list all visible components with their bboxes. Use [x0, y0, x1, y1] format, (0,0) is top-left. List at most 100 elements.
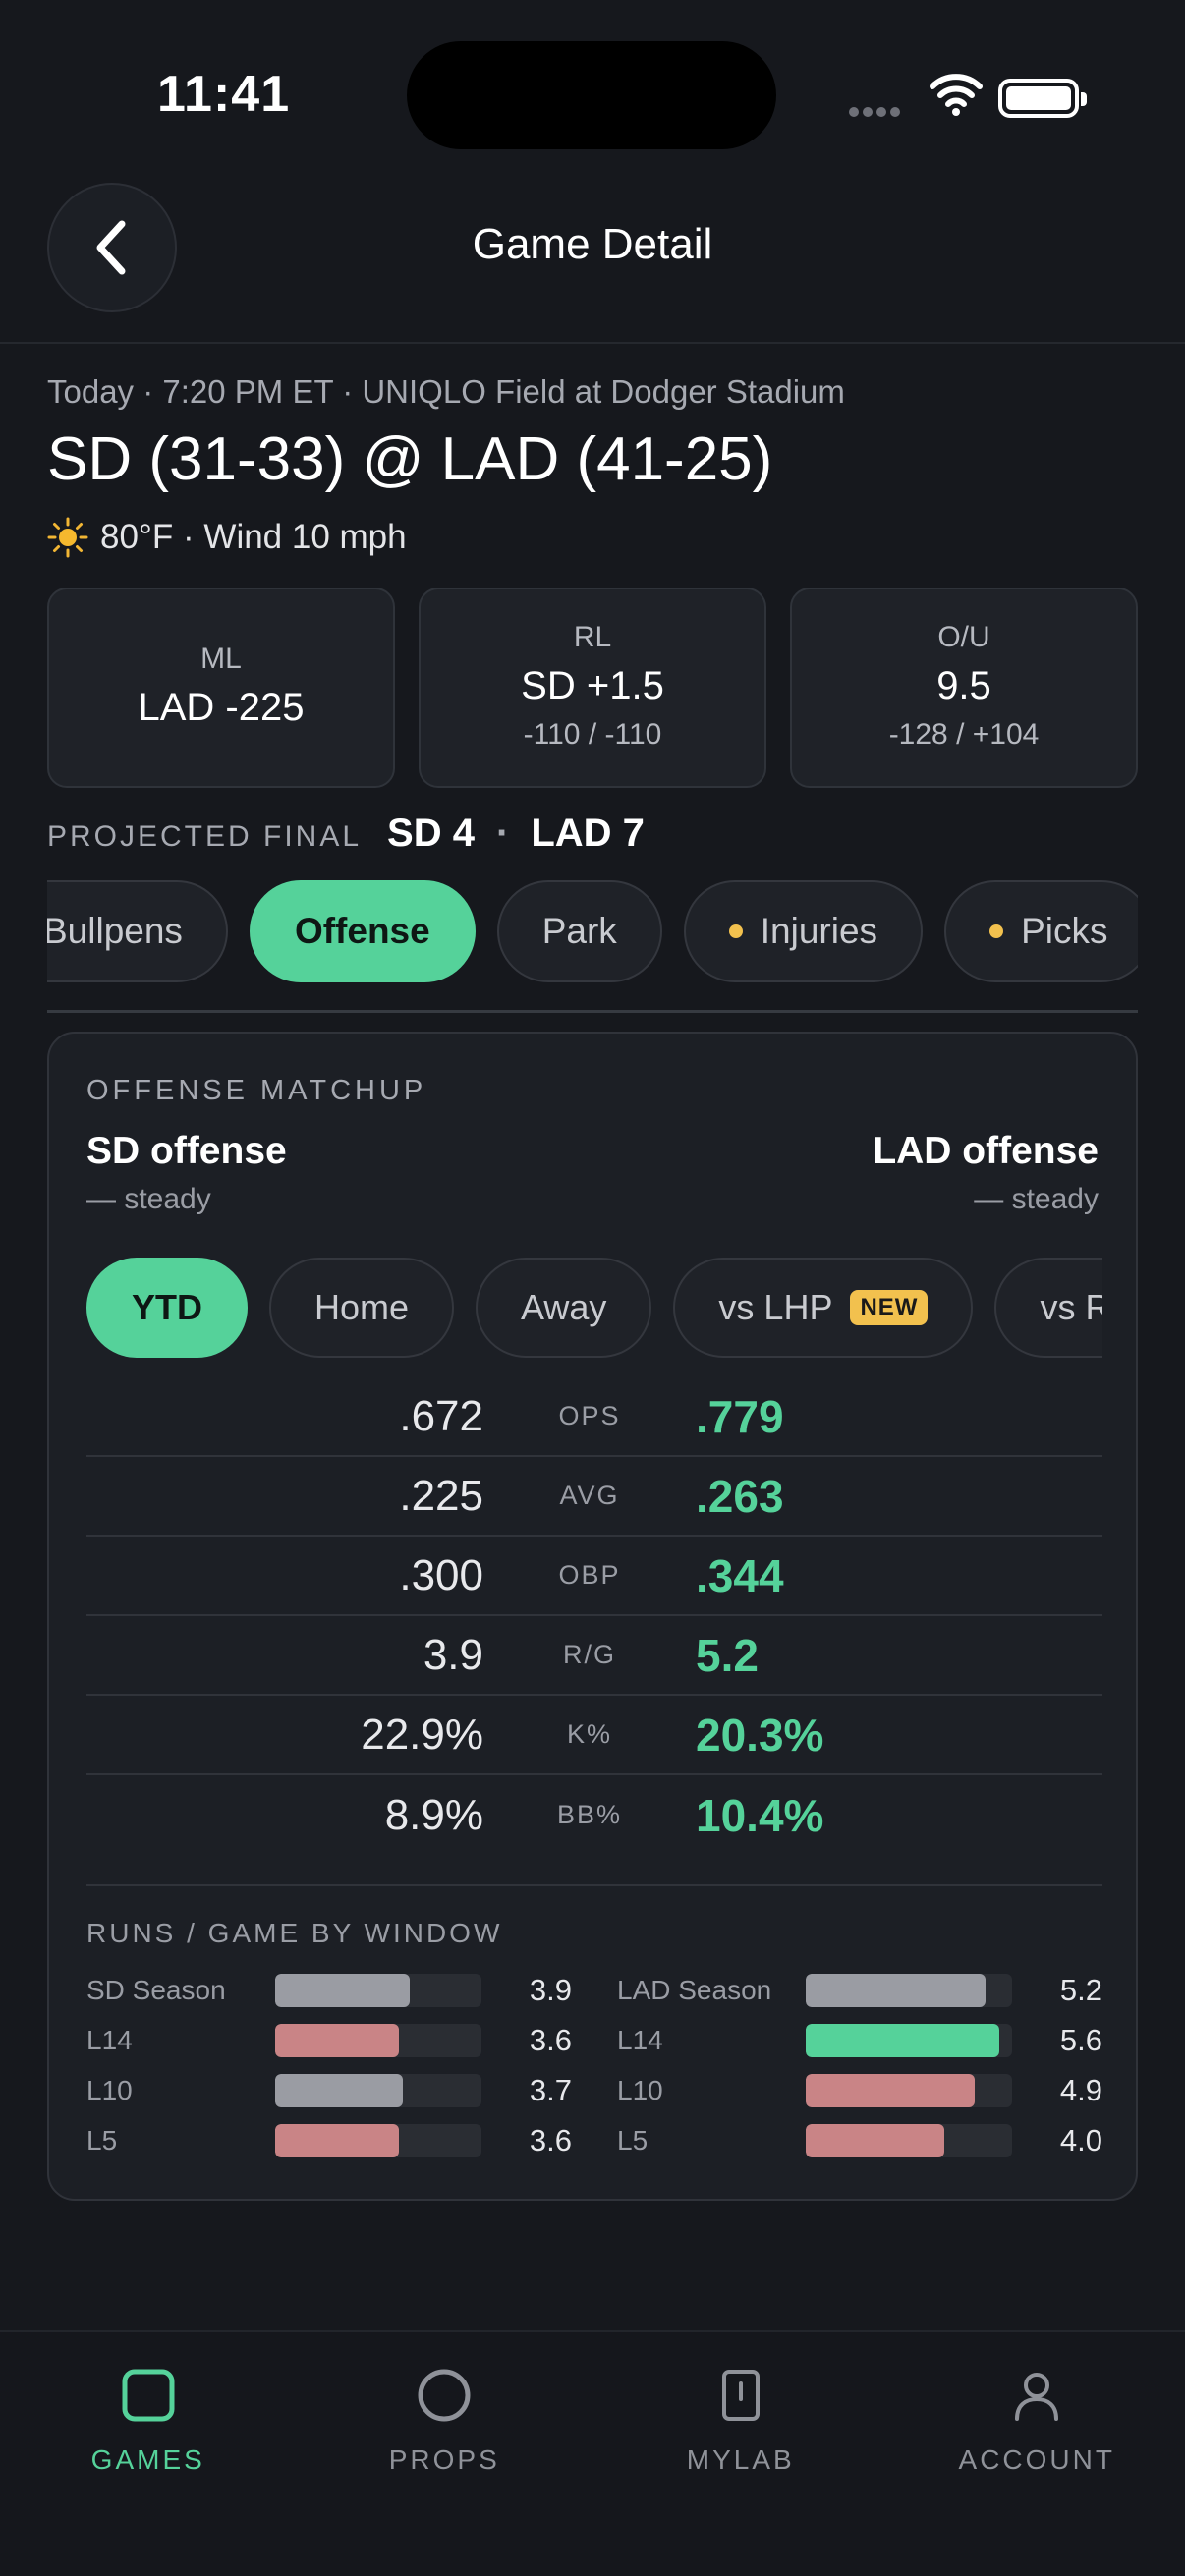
tab-bullpens[interactable]: Bullpens	[47, 880, 228, 982]
games-icon	[119, 2366, 178, 2425]
sun-icon	[47, 517, 88, 558]
nav-account[interactable]: ACCOUNT	[889, 2332, 1185, 2576]
right-team-trend: — steady	[974, 1183, 1099, 1215]
split-vs-lhp[interactable]: vs LHP NEW	[673, 1258, 974, 1358]
stat-right: 10.4%	[696, 1789, 824, 1841]
stat-left: 8.9%	[384, 1790, 483, 1839]
split-label: Away	[521, 1287, 607, 1327]
stat-right: .779	[696, 1390, 784, 1442]
stat-right: 20.3%	[696, 1708, 824, 1761]
bar-name: L10	[86, 2074, 133, 2105]
back-button[interactable]	[47, 183, 177, 312]
signal-icon	[849, 104, 904, 122]
bar-name: L10	[617, 2074, 663, 2105]
odds-sub: -110 / -110	[523, 718, 662, 751]
bar-value: 3.7	[529, 2072, 572, 2107]
nav-label: GAMES	[90, 2444, 205, 2475]
bar-value: 4.9	[1059, 2072, 1102, 2107]
split-label: Home	[314, 1287, 410, 1327]
stat-row: .672 OPS .779	[86, 1377, 1102, 1457]
nav-label: MYLAB	[686, 2444, 795, 2475]
tab-label: Offense	[294, 911, 430, 951]
stat-right: 5.2	[696, 1629, 759, 1681]
odds-sub: -128 / +104	[888, 718, 1040, 751]
bar-value: 4.0	[1059, 2122, 1102, 2157]
nav-mylab[interactable]: MYLAB	[592, 2332, 889, 2576]
bar-name: L5	[86, 2124, 118, 2156]
bar-track	[806, 2023, 1012, 2057]
split-ytd[interactable]: YTD	[86, 1258, 248, 1358]
stat-name: BB%	[556, 1800, 623, 1829]
odds-value: SD +1.5	[521, 664, 664, 707]
bar-row: L5 3.6	[86, 2115, 572, 2165]
stat-left: 3.9	[423, 1630, 483, 1679]
offense-matchup-panel: OFFENSE MATCHUP SD offense — steady LAD …	[47, 1032, 1138, 2201]
bar-row: L5 4.0	[617, 2115, 1102, 2165]
tab-injuries[interactable]: Injuries	[683, 880, 924, 982]
moneyline-card[interactable]: ML LAD -225	[47, 588, 395, 788]
bar-name: L14	[617, 2024, 663, 2055]
bar-value: 3.6	[529, 2122, 572, 2157]
bar-track	[275, 2073, 481, 2107]
bar-track	[275, 2023, 481, 2057]
stat-row: 8.9% BB% 10.4%	[86, 1775, 1102, 1855]
bar-value: 5.2	[1059, 1972, 1102, 2007]
bottom-nav: GAMES PROPS MYLAB ACCOUNT	[0, 2330, 1185, 2576]
bar-row: L10 3.7	[86, 2065, 572, 2115]
bar-row: LAD Season 5.2	[617, 1965, 1102, 2015]
stat-name: R/G	[562, 1640, 616, 1669]
runline-card[interactable]: RL SD +1.5 -110 / -110	[419, 588, 766, 788]
stat-name: AVG	[559, 1481, 620, 1510]
tab-offense[interactable]: Offense	[249, 880, 476, 982]
projected-final: PROJECTED FINAL SD 4 · LAD 7	[47, 812, 645, 856]
tab-label: Bullpens	[47, 911, 183, 951]
stat-right: .263	[696, 1470, 784, 1522]
account-icon	[1007, 2366, 1066, 2425]
chevron-left-icon	[96, 220, 126, 275]
bar-fill	[806, 1973, 986, 2007]
stat-name: OPS	[558, 1401, 621, 1430]
tab-label: Injuries	[760, 911, 878, 951]
odds-label: O/U	[937, 621, 990, 653]
split-home[interactable]: Home	[269, 1258, 455, 1358]
status-time: 11:41	[157, 66, 291, 123]
left-team: SD offense — steady	[86, 1130, 287, 1216]
game-matchup: SD (31-33) @ LAD (41-25)	[47, 425, 773, 493]
nav-label: ACCOUNT	[958, 2444, 1115, 2475]
split-label: vs RHP	[1040, 1287, 1102, 1327]
nav-games[interactable]: GAMES	[0, 2332, 297, 2576]
tab-park[interactable]: Park	[496, 880, 662, 982]
new-badge: NEW	[850, 1290, 929, 1325]
weather-row: 80°F · Wind 10 mph	[47, 517, 407, 558]
bar-track	[275, 2123, 481, 2157]
bar-name: L14	[86, 2024, 133, 2055]
alert-dot-icon	[728, 924, 743, 938]
nav-props[interactable]: PROPS	[297, 2332, 593, 2576]
split-label: vs LHP	[718, 1287, 833, 1327]
stat-row: .225 AVG .263	[86, 1457, 1102, 1537]
bar-row: L14 5.6	[617, 2015, 1102, 2065]
bar-fill	[806, 2073, 976, 2107]
stat-row: .300 OBP .344	[86, 1537, 1102, 1616]
stat-left: 22.9%	[361, 1709, 483, 1759]
tab-picks[interactable]: Picks	[944, 880, 1138, 982]
projected-home: LAD 7	[531, 812, 645, 855]
dynamic-island	[407, 41, 776, 149]
bar-track	[806, 1973, 1012, 2007]
odds-label: ML	[200, 643, 242, 675]
bars-label: RUNS / GAME BY WINDOW	[86, 1918, 503, 1948]
right-team-name: LAD offense	[873, 1130, 1099, 1172]
over-under-card[interactable]: O/U 9.5 -128 / +104	[790, 588, 1138, 788]
bar-value: 3.9	[529, 1972, 572, 2007]
tab-label: Park	[541, 911, 617, 951]
bar-row: L10 4.9	[617, 2065, 1102, 2115]
odds-value: LAD -225	[138, 686, 305, 729]
weather-text: 80°F · Wind 10 mph	[100, 518, 407, 556]
stat-row: 3.9 R/G 5.2	[86, 1616, 1102, 1696]
panel-label: OFFENSE MATCHUP	[86, 1075, 427, 1106]
split-vs-rhp[interactable]: vs RHP	[994, 1258, 1102, 1358]
split-away[interactable]: Away	[476, 1258, 652, 1358]
section-tabs: Bullpens Offense Park Injuries Picks	[47, 880, 1138, 988]
battery-icon	[998, 79, 1087, 118]
game-meta: Today · 7:20 PM ET · UNIQLO Field at Dod…	[47, 373, 845, 410]
